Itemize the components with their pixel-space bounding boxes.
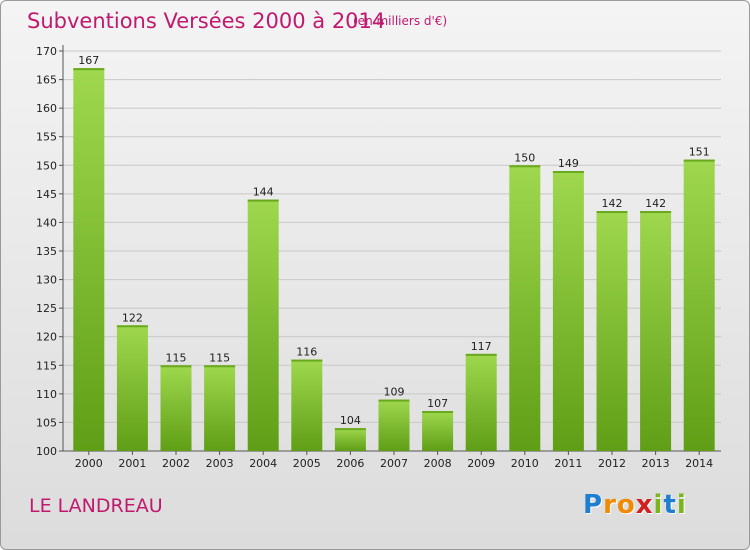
logo-letter: o bbox=[616, 490, 636, 520]
bar-top-edge bbox=[640, 211, 672, 213]
logo-letter: r bbox=[603, 490, 617, 520]
x-tick-label: 2003 bbox=[206, 457, 234, 470]
x-tick-label: 2009 bbox=[467, 457, 495, 470]
bar-value-label: 144 bbox=[253, 186, 274, 199]
y-tick-label: 125 bbox=[36, 302, 57, 315]
bar-value-label: 149 bbox=[558, 157, 579, 170]
x-tick-label: 2012 bbox=[598, 457, 626, 470]
bar-top-edge bbox=[465, 353, 497, 356]
bar-value-label: 107 bbox=[427, 397, 448, 410]
y-tick-label: 145 bbox=[36, 188, 57, 201]
bar bbox=[204, 365, 236, 451]
bar bbox=[334, 428, 366, 451]
bar-value-label: 104 bbox=[340, 414, 361, 427]
x-tick-label: 2014 bbox=[685, 457, 713, 470]
bar bbox=[552, 171, 584, 451]
bar-value-label: 117 bbox=[471, 340, 492, 353]
bar bbox=[422, 411, 454, 451]
bar-value-label: 151 bbox=[689, 146, 710, 159]
bar-value-label: 109 bbox=[384, 386, 405, 399]
x-tick-label: 2011 bbox=[554, 457, 582, 470]
bar-top-edge bbox=[334, 428, 366, 431]
bar-value-label: 115 bbox=[166, 351, 187, 364]
x-tick-label: 2005 bbox=[293, 457, 321, 470]
bar bbox=[640, 211, 672, 451]
bar-value-label: 122 bbox=[122, 311, 143, 324]
y-tick-label: 160 bbox=[36, 102, 57, 115]
logo-letter: t bbox=[663, 490, 677, 520]
x-tick-label: 2007 bbox=[380, 457, 408, 470]
bar bbox=[160, 365, 192, 451]
bar bbox=[683, 159, 715, 452]
bar-top-edge bbox=[73, 68, 105, 71]
y-tick-label: 165 bbox=[36, 74, 57, 87]
x-tick-label: 2002 bbox=[162, 457, 190, 470]
bar bbox=[291, 359, 323, 451]
bar-top-edge bbox=[422, 411, 454, 413]
bars bbox=[73, 68, 715, 452]
bar-value-label: 116 bbox=[296, 346, 317, 359]
bar bbox=[509, 165, 541, 452]
proxiti-logo: Proxiti bbox=[583, 490, 687, 520]
bar bbox=[378, 399, 410, 451]
y-tick-label: 115 bbox=[36, 359, 57, 372]
y-tick-label: 130 bbox=[36, 274, 57, 287]
y-tick-label: 135 bbox=[36, 245, 57, 258]
bar bbox=[596, 211, 628, 451]
logo-letter: i bbox=[653, 490, 664, 520]
logo-letter: P bbox=[583, 490, 604, 520]
bar-top-edge bbox=[116, 325, 148, 328]
bar-top-edge bbox=[291, 359, 323, 362]
bar-top-edge bbox=[378, 399, 410, 402]
chart-title: Subventions Versées 2000 à 2014 bbox=[27, 9, 386, 33]
bar-top-edge bbox=[160, 365, 192, 368]
bar bbox=[247, 199, 279, 451]
logo-letter: i bbox=[676, 490, 687, 520]
x-tick-label: 2008 bbox=[424, 457, 452, 470]
bar-top-edge bbox=[683, 159, 715, 162]
bar-value-label: 150 bbox=[514, 151, 535, 164]
labels: 100 105 110 115 120 125 130 135 140 145 150 155 160 1… bbox=[36, 45, 713, 470]
x-tick-label: 2010 bbox=[511, 457, 539, 470]
bar-top-edge bbox=[204, 365, 236, 368]
y-tick-label: 120 bbox=[36, 331, 57, 344]
bar-value-label: 142 bbox=[602, 197, 623, 210]
logo-letter: x bbox=[635, 490, 654, 520]
y-tick-label: 170 bbox=[36, 45, 57, 58]
x-tick-label: 2000 bbox=[75, 457, 103, 470]
bar bbox=[73, 68, 105, 452]
bar-top-edge bbox=[596, 211, 628, 213]
commune-name: LE LANDREAU bbox=[29, 495, 163, 517]
bar-top-edge bbox=[552, 171, 584, 173]
x-tick-label: 2004 bbox=[249, 457, 277, 470]
y-tick-label: 155 bbox=[36, 131, 57, 144]
y-tick-label: 110 bbox=[36, 388, 57, 401]
bar bbox=[116, 325, 148, 451]
y-tick-label: 150 bbox=[36, 159, 57, 172]
y-tick-label: 140 bbox=[36, 216, 57, 229]
bar-value-label: 115 bbox=[209, 351, 230, 364]
chart-subtitle: (en milliers d'€) bbox=[353, 14, 448, 28]
bar-value-label: 142 bbox=[645, 197, 666, 210]
y-tick-label: 100 bbox=[36, 445, 57, 458]
x-tick-label: 2006 bbox=[336, 457, 364, 470]
y-tick-label: 105 bbox=[36, 416, 57, 429]
x-tick-label: 2013 bbox=[642, 457, 670, 470]
bar-value-label: 167 bbox=[78, 54, 99, 67]
bar-top-edge bbox=[247, 199, 279, 202]
x-tick-label: 2001 bbox=[118, 457, 146, 470]
bar-top-edge bbox=[509, 165, 541, 168]
bar bbox=[465, 353, 497, 451]
